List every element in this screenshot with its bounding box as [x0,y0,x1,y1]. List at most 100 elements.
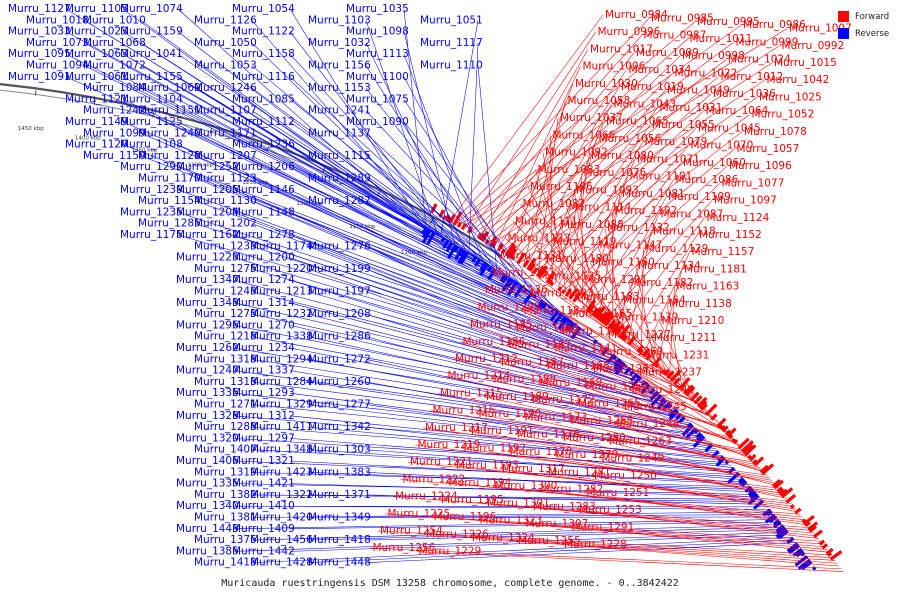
reverse-gene-label: Murru_1115 [308,150,371,162]
forward-leader-line [497,255,647,356]
forward-leader-line [497,69,627,248]
forward-gene-glyph [683,384,693,395]
forward-leader-line [584,492,809,526]
reverse-gene-label: Murru_1428 [250,557,313,569]
reverse-gene-glyph [686,422,693,429]
forward-gene-glyph [592,307,603,318]
forward-leader-line [385,513,821,542]
forward-leader-line [540,121,605,276]
forward-gene-glyph [547,279,553,285]
reverse-gene-label: Murru_1150 [83,150,146,162]
forward-gene-label: Murru_1058 [568,95,631,107]
reverse-gene-glyph [695,432,703,439]
reverse-leader-line [233,460,747,483]
forward-gene-label: Murru_1163 [677,281,740,293]
forward-gene-label: Murru_1221 [410,456,473,468]
forward-gene-label: Murru_1178 [510,446,573,458]
forward-leader-line [569,527,830,553]
forward-gene-label: Murru_1087 [661,208,724,220]
reverse-gene-label: Murru_1103 [308,14,371,26]
reverse-gene-label: Murru_1284 [250,376,313,388]
reverse-gene-label: Murru_1208 [308,308,371,320]
reverse-leader-line [365,133,565,316]
reverse-gene-glyph [737,477,745,484]
reverse-gene-label: Murru_1409 [232,523,295,535]
forward-leader-line [628,283,668,374]
forward-gene-label: Murru_1138 [669,298,732,310]
forward-gene-label: Murru_1181 [684,263,747,275]
reverse-leader-line [403,99,533,294]
reverse-leader-line [289,121,552,307]
forward-gene-label: Murru_1172 [532,394,595,406]
forward-gene-glyph [560,289,566,295]
forward-leader-line [477,45,780,236]
reverse-leader-line [365,529,787,541]
forward-gene-glyph [744,444,757,457]
forward-gene-glyph [710,413,718,421]
forward-leader-line [475,307,685,390]
forward-gene-label: Murru_1173 [525,411,588,423]
forward-leader-line [453,18,650,222]
forward-gene-label: Murru_1209 [478,301,541,313]
forward-gene-label: Murru_1025 [759,91,822,103]
forward-leader-line [535,169,581,303]
forward-gene-label: Murru_1030 [575,78,638,90]
forward-leader-line [591,475,798,512]
forward-gene-label: Murru_1136 [485,284,548,296]
forward-gene-label: Murru_1106 [530,181,593,193]
reverse-leader-line [251,313,672,406]
forward-gene-glyph [500,248,506,255]
forward-leader-line [490,272,660,367]
reverse-gene-label: Murru_1448 [308,557,371,569]
reverse-gene-label: Murru_1174 [250,240,313,252]
reverse-leader-line [307,359,698,431]
reverse-gene-label: Murru_1218 [194,331,257,343]
forward-gene-label: Murru_1222 [403,473,466,485]
forward-gene-label: Murru_1060 [683,157,746,169]
reverse-gene-label: Murru_1112 [232,116,295,128]
reverse-leader-line [289,99,530,292]
forward-gene-label: Murru_1019 [621,81,684,93]
forward-leader-line [518,93,712,261]
forward-gene-label: Murru_1245 [624,401,687,413]
backbone-inner [0,89,499,262]
reverse-gene-label: Murru_1170 [138,173,201,185]
forward-leader-line [515,90,666,259]
forward-gene-label: Murru_1164 [623,294,686,306]
reverse-gene-glyph [724,460,730,465]
reverse-gene-label: Murru_1197 [308,286,371,298]
forward-leader-line [590,368,729,433]
forward-leader-line [613,317,693,397]
reverse-gene-label: Murru_1278 [232,229,295,241]
forward-gene-glyph [636,344,644,353]
forward-gene-label: Murru_1194 [449,477,512,489]
forward-gene-label: Murru_1263 [609,435,672,447]
reverse-leader-line [289,279,658,393]
tick-mark [266,146,269,152]
forward-leader-line [500,73,673,250]
reverse-leader-line [251,404,719,452]
forward-leader-line [537,118,559,274]
reverse-gene-label: Murru_1277 [308,399,371,411]
forward-gene-label: Murru_0986 [743,19,806,31]
tick-mark [35,90,37,96]
forward-gene-label: Murru_1015 [774,57,837,69]
reverse-gene-label: Murru_1385 [176,545,239,557]
forward-leader-line [513,327,700,404]
reverse-leader-line [177,8,421,227]
reverse-gene-label: Murru_1285 [138,218,201,230]
forward-leader-line [499,468,794,507]
forward-leader-line [483,52,635,239]
reverse-leader-line [251,336,684,417]
forward-leader-line [462,28,788,227]
reverse-gene-label: Murru_1149 [65,116,128,128]
reverse-leader-line [440,20,479,237]
forward-gene-label: Murru_1031 [660,102,723,114]
forward-gene-label: Murru_1195 [441,494,504,506]
legend-reverse: Reverse [838,25,889,42]
reverse-gene-label: Murru_1407 [194,444,257,456]
forward-leader-line [460,341,710,414]
forward-gene-label: Murru_1249 [602,453,665,465]
reverse-gene-label: Murru_1375 [194,534,257,546]
forward-gene-label: Murru_1080 [591,150,654,162]
